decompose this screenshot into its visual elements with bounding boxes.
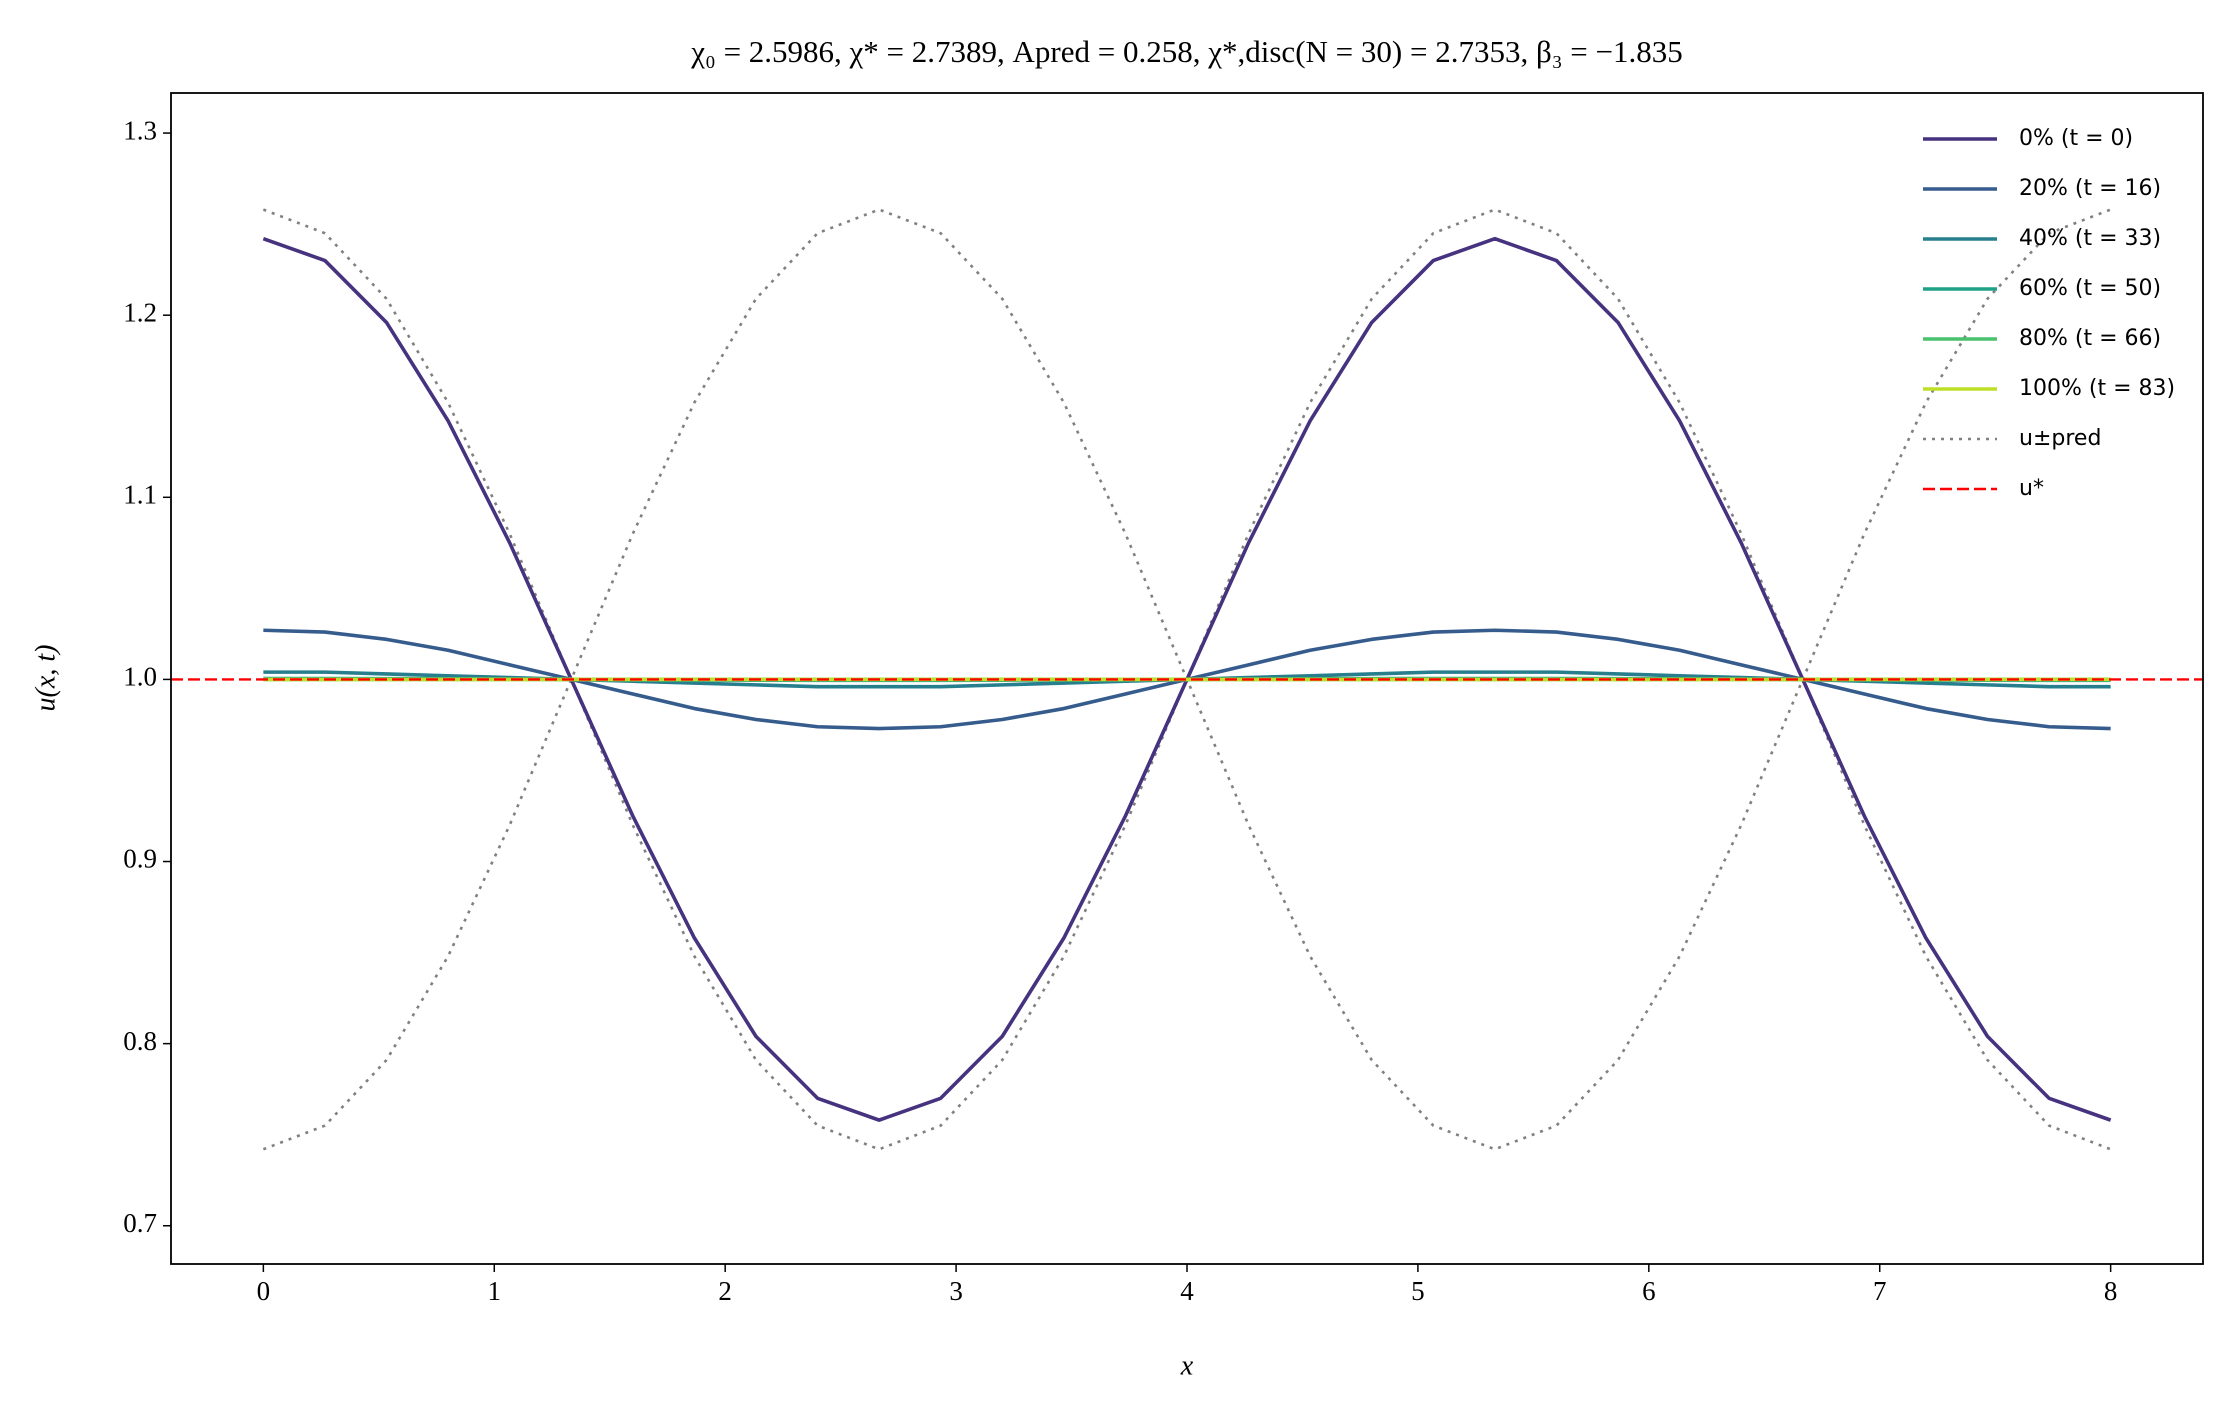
legend-label: 100% (t = 83) (2019, 376, 2175, 401)
x-tick-label: 0 (257, 1276, 271, 1306)
y-tick-label: 0.8 (123, 1026, 157, 1056)
y-tick-label: 1.2 (123, 297, 157, 327)
legend-label: u±pred (2019, 426, 2101, 451)
legend-label: 40% (t = 33) (2019, 226, 2161, 251)
x-tick-label: 8 (2104, 1276, 2118, 1306)
legend-label: u* (2019, 476, 2044, 501)
chart-title: χ₀ = 2.5986, χ* = 2.7389, Apred = 0.258,… (690, 34, 1683, 69)
legend-label: 0% (t = 0) (2019, 126, 2133, 151)
x-axis-label: x (1180, 1350, 1194, 1381)
y-tick-label: 0.9 (123, 844, 157, 874)
x-tick-label: 6 (1642, 1276, 1656, 1306)
x-tick-label: 7 (1873, 1276, 1887, 1306)
legend-label: 20% (t = 16) (2019, 176, 2161, 201)
plot-frame (170, 92, 2204, 1265)
y-tick-label: 0.7 (123, 1208, 157, 1238)
y-tick-label: 1.0 (123, 662, 157, 692)
legend-label: 60% (t = 50) (2019, 276, 2161, 301)
y-tick-label: 1.1 (123, 479, 157, 509)
legend-label: 80% (t = 66) (2019, 326, 2161, 351)
x-tick-label: 1 (488, 1276, 502, 1306)
x-tick-label: 4 (1180, 1276, 1194, 1306)
x-tick-label: 3 (949, 1276, 963, 1306)
y-tick-label: 1.3 (123, 115, 157, 145)
x-tick-label: 5 (1411, 1276, 1425, 1306)
x-tick-label: 2 (718, 1276, 732, 1306)
y-axis-label: u(x, t) (30, 645, 61, 712)
